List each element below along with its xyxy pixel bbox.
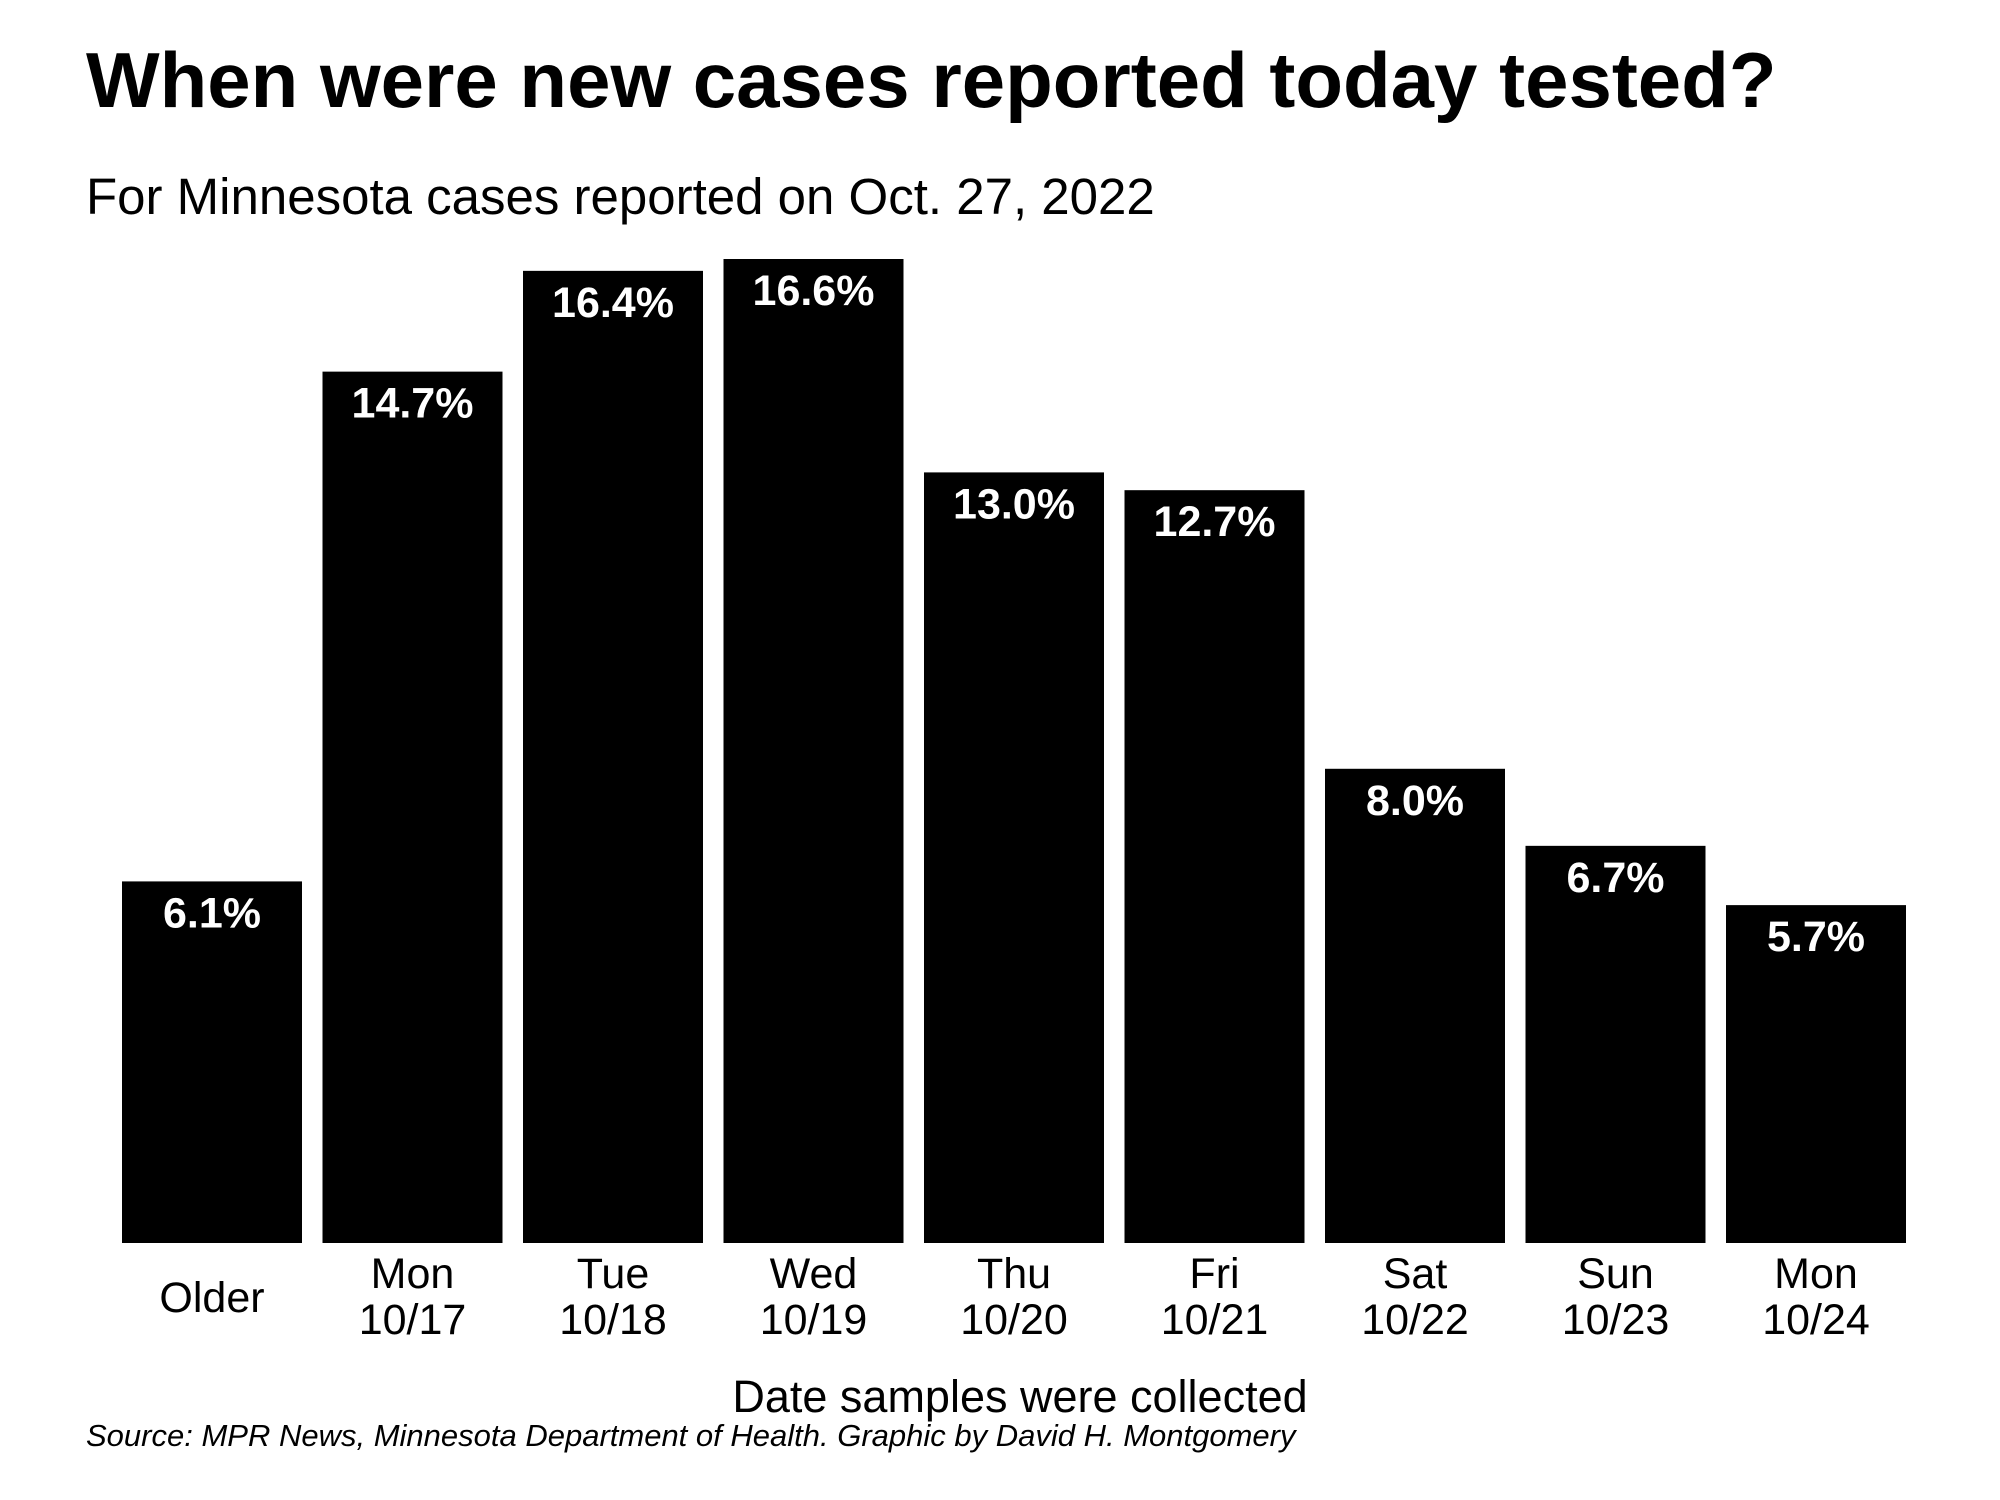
category-label-date: 10/18 bbox=[559, 1296, 667, 1344]
category-label-day: Mon bbox=[1774, 1250, 1858, 1298]
bar bbox=[1525, 845, 1706, 1243]
bar bbox=[523, 270, 703, 1243]
category-label: Older bbox=[159, 1274, 264, 1322]
chart-subtitle: For Minnesota cases reported on Oct. 27,… bbox=[86, 168, 1155, 225]
category-label-date: 10/21 bbox=[1161, 1296, 1269, 1344]
category-labels-group: Older Mon10/17Tue10/18Wed10/19Thu10/20Fri… bbox=[159, 1250, 1869, 1344]
bar-value-label: 6.7% bbox=[1566, 854, 1664, 902]
category-label-day: Tue bbox=[577, 1250, 650, 1298]
category-label-day: Thu bbox=[977, 1250, 1051, 1298]
bar-value-label: 13.0% bbox=[953, 480, 1075, 528]
value-labels-group: 6.1% 14.7% 16.4% 16.6% 13.0% 12.7% 8.0% 6.7% 5.7… bbox=[163, 267, 1865, 961]
bar-value-label: 16.6% bbox=[753, 267, 875, 315]
bars-group bbox=[122, 259, 1906, 1244]
category-label-day: Fri bbox=[1189, 1250, 1239, 1298]
source-note: Source: MPR News, Minnesota Department o… bbox=[86, 1418, 1296, 1453]
category-label-date: 10/20 bbox=[960, 1296, 1068, 1344]
category-label-day: Sun bbox=[1577, 1250, 1654, 1298]
bar bbox=[924, 472, 1104, 1243]
bar-value-label: 12.7% bbox=[1154, 498, 1276, 546]
bar-value-label: 14.7% bbox=[352, 380, 474, 428]
bar-value-label: 16.4% bbox=[552, 279, 674, 327]
bar-value-label: 8.0% bbox=[1366, 777, 1464, 825]
bar bbox=[322, 371, 503, 1244]
chart-title: When were new cases reported today teste… bbox=[86, 36, 1777, 124]
bar-value-label: 5.7% bbox=[1767, 913, 1865, 961]
category-label-date: 10/17 bbox=[359, 1296, 467, 1344]
category-label-date: 10/22 bbox=[1361, 1296, 1469, 1344]
category-label-date: 10/19 bbox=[760, 1296, 868, 1344]
bar bbox=[122, 881, 302, 1243]
category-label-day: Wed bbox=[770, 1250, 858, 1298]
category-label-day: Sat bbox=[1383, 1250, 1448, 1298]
bar bbox=[1124, 490, 1305, 1243]
bar bbox=[723, 259, 904, 1243]
bar-value-label: 6.1% bbox=[163, 889, 261, 937]
bar bbox=[1726, 905, 1906, 1243]
category-label-date: 10/23 bbox=[1562, 1296, 1670, 1344]
x-axis-label: Date samples were collected bbox=[732, 1371, 1307, 1422]
category-label-day: Mon bbox=[371, 1250, 455, 1298]
bar bbox=[1325, 768, 1505, 1243]
category-label-date: 10/24 bbox=[1762, 1296, 1870, 1344]
